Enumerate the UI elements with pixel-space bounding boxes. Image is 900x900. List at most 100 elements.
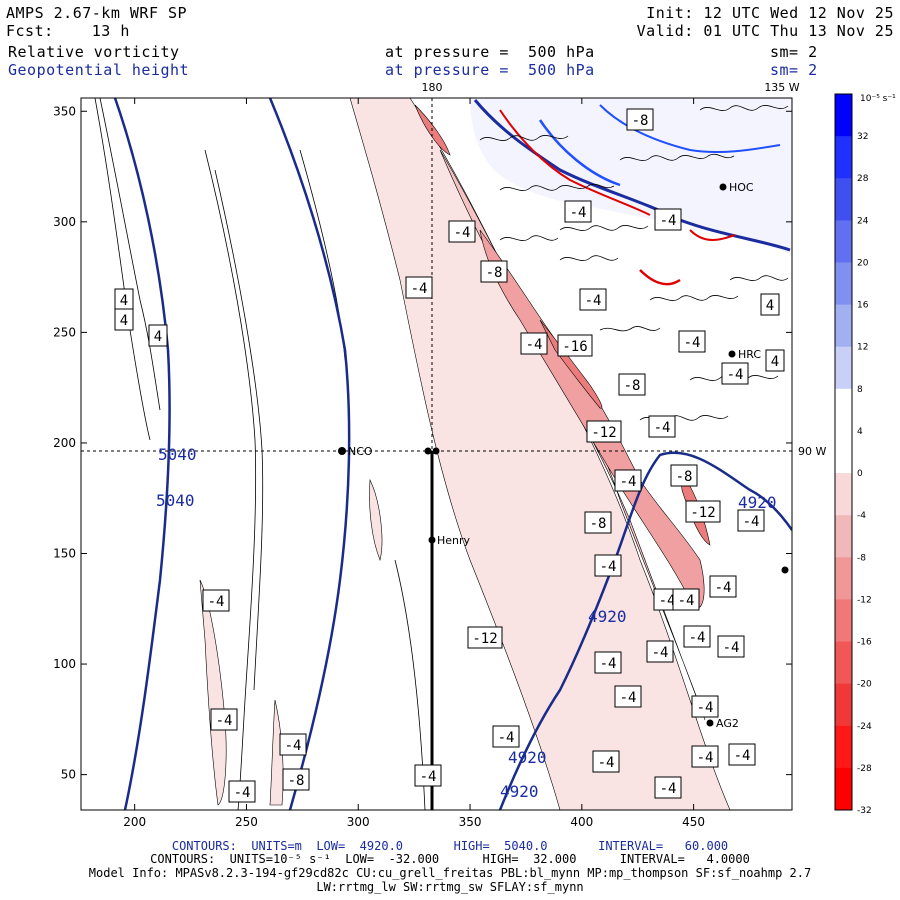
height-label: 4920 [508, 748, 547, 767]
colorbar-tick-label: 4 [857, 427, 863, 437]
svg-text:-4: -4 [723, 640, 740, 656]
vorticity-label: -8 [584, 511, 612, 534]
svg-text:-4: -4 [660, 781, 677, 797]
x-tick-label: 400 [570, 815, 593, 829]
vorticity-label: -4 [654, 776, 682, 799]
svg-text:4: 4 [154, 329, 162, 345]
x-tick-label: 450 [682, 815, 705, 829]
colorbar-swatch [835, 388, 852, 432]
station-nco-dot [338, 447, 346, 455]
vorticity-label: -4 [691, 745, 719, 768]
x-tick-label: 250 [235, 815, 258, 829]
height-label: 5040 [156, 491, 195, 510]
vorticity-label: 4 [760, 293, 780, 316]
svg-text:-8: -8 [590, 516, 607, 532]
colorbar-swatch [835, 641, 852, 685]
terrain-noise-region [470, 98, 792, 421]
model-info-2: LW:rrtmg_lw SW:rrtmg_sw SFLAY:sf_mynn [316, 880, 584, 894]
vorticity-label: -16 [557, 334, 593, 357]
station-henry-label: Henry [437, 534, 471, 547]
height-contour-info: CONTOURS: UNITS=m LOW= 4920.0 HIGH= 5040… [171, 839, 729, 853]
svg-text:4: 4 [771, 354, 779, 370]
station-center-dot [424, 447, 432, 455]
colorbar-tick-label: 8 [857, 385, 863, 395]
station-markers: NCO Henry HRC AG2 HOC [338, 181, 789, 730]
field2-smooth: sm= 2 [770, 61, 818, 79]
vorticity-label: -4 [691, 695, 719, 718]
station-ag2-dot [706, 719, 714, 727]
svg-text:-4: -4 [585, 293, 602, 309]
station-edge-dot [781, 566, 789, 574]
svg-text:-4: -4 [697, 700, 714, 716]
vorticity-label: -4 [448, 220, 476, 243]
field1-level: at pressure = 500 hPa [385, 43, 595, 61]
vorticity-label: -4 [592, 750, 620, 773]
vorticity-label-group: 4 4 4 4 4 -4 -4 -4 -8 -4 -16 -4 -4 -8 -4 -4 -12 -4 -8 -8 -12… [114, 108, 785, 803]
height-label: 4920 [738, 493, 777, 512]
colorbar-tick-label: 0 [857, 469, 863, 479]
vorticity-label: -8 [626, 108, 654, 131]
svg-text:-8: -8 [624, 378, 641, 394]
svg-text:-4: -4 [715, 580, 732, 596]
svg-text:-8: -8 [632, 113, 649, 129]
x-tick-label: 300 [347, 815, 370, 829]
colorbar-swatch [835, 557, 852, 600]
vorticity-label: -12 [685, 500, 721, 523]
colorbar-tick-label: 28 [857, 174, 869, 184]
vorticity-label: -8 [670, 464, 698, 487]
y-tick-label: 200 [53, 436, 76, 450]
height-label-group: 5040 5040 4920 4920 4920 4920 [156, 445, 777, 801]
svg-text:-4: -4 [678, 593, 695, 609]
vorticity-label: -4 [594, 651, 622, 674]
svg-text:-4: -4 [600, 656, 617, 672]
y-tick-label: 300 [53, 215, 76, 229]
colorbar-tick-label: -16 [857, 638, 872, 648]
svg-text:-4: -4 [454, 225, 471, 241]
vorticity-label: 4 [148, 324, 168, 347]
svg-text:-4: -4 [727, 367, 744, 383]
colorbar-swatch [835, 136, 852, 179]
colorbar-swatch [835, 220, 852, 263]
svg-text:4: 4 [120, 313, 128, 329]
valid-time: Valid: 01 UTC Thu 13 Nov 25 [636, 22, 894, 40]
colorbar: 32 28 24 20 16 12 8 4 0 -4 -8 -12 -16 -20 -24 -28 -32 [834, 93, 872, 816]
vorticity-label: -4 [579, 288, 607, 311]
svg-text:-4: -4 [734, 748, 751, 764]
svg-text:-4: -4 [652, 645, 669, 661]
svg-text:-4: -4 [697, 750, 714, 766]
x-tick-label: 350 [459, 815, 482, 829]
vorticity-label: -4 [672, 588, 700, 611]
vorticity-label: -4 [202, 589, 230, 612]
field2-name: Geopotential height [8, 61, 190, 79]
station-hoc-label: HOC [729, 181, 754, 194]
vorticity-label: 4 [114, 308, 134, 331]
colorbar-swatch [835, 473, 852, 516]
svg-text:-4: -4 [660, 213, 677, 229]
colorbar-tick-label: 16 [857, 301, 869, 311]
colorbar-tick-label: -8 [857, 553, 866, 563]
vorticity-label: -12 [467, 626, 503, 649]
colorbar-swatch [835, 304, 852, 348]
colorbar-swatch [835, 515, 852, 558]
vorticity-label: -4 [721, 362, 749, 385]
svg-text:-4: -4 [689, 630, 706, 646]
svg-text:-4: -4 [600, 559, 617, 575]
forecast-hour: Fcst: 13 h [6, 22, 130, 40]
colorbar-swatch [835, 767, 852, 811]
vorticity-label: -4 [492, 725, 520, 748]
colorbar-tick-label: -20 [857, 680, 872, 690]
svg-text:-4: -4 [234, 785, 251, 801]
colorbar-tick-label: -28 [857, 764, 872, 774]
vorticity-label: -4 [728, 743, 756, 766]
vorticity-label: -4 [709, 575, 737, 598]
init-time: Init: 12 UTC Wed 12 Nov 25 [646, 4, 894, 22]
svg-text:-8: -8 [288, 773, 305, 789]
colorbar-swatch [835, 683, 852, 727]
vorticity-label: -4 [210, 708, 238, 731]
vorticity-label: -4 [654, 208, 682, 231]
colorbar-swatch [835, 94, 852, 137]
svg-text:-4: -4 [654, 420, 671, 436]
svg-text:4: 4 [766, 298, 774, 314]
y-tick-label: 50 [61, 768, 76, 782]
